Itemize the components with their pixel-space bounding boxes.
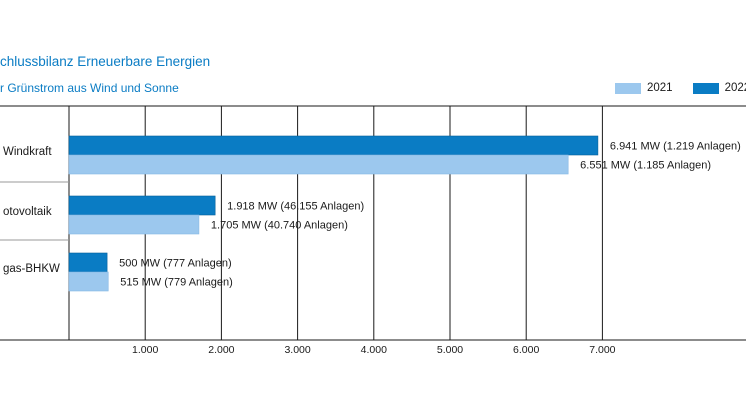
bar-2021-1 xyxy=(68,214,200,235)
data-label-2021-1: 1.705 MW (40.740 Anlagen) xyxy=(211,220,348,232)
legend-label-2022: 2022 xyxy=(724,82,746,94)
x-tick-label-2: 3.000 xyxy=(284,344,310,356)
x-tick-label-0: 1.000 xyxy=(132,344,158,356)
legend-item-2022: 2022 xyxy=(692,82,746,94)
data-label-2022-1: 1.918 MW (46.155 Anlagen) xyxy=(227,201,364,213)
data-label-2022-2: 500 MW (777 Anlagen) xyxy=(119,258,232,270)
legend: 2021 2022 xyxy=(615,82,746,94)
data-label-2021-0: 6.551 MW (1.185 Anlagen) xyxy=(580,160,711,172)
x-tick-label-5: 6.000 xyxy=(513,344,539,356)
bar-2022-2 xyxy=(68,252,108,273)
category-label-0: Windkraft xyxy=(3,146,52,158)
bar-2021-2 xyxy=(68,271,109,292)
chart-subtitle: r Grünstrom aus Wind und Sonne xyxy=(0,81,179,95)
x-tick-label-3: 4.000 xyxy=(361,344,387,356)
category-label-1: otovoltaik xyxy=(3,206,52,218)
x-tick-label-1: 2.000 xyxy=(208,344,234,356)
legend-item-2021: 2021 xyxy=(615,82,673,94)
data-label-2022-0: 6.941 MW (1.219 Anlagen) xyxy=(610,141,741,153)
category-label-2: gas-BHKW xyxy=(3,263,60,275)
bar-2021-0 xyxy=(68,154,569,175)
chart-title: chlussbilanz Erneuerbare Energien xyxy=(0,54,211,69)
x-tick-label-6: 7.000 xyxy=(589,344,615,356)
bar-2022-1 xyxy=(68,195,216,216)
bar-2022-0 xyxy=(68,135,599,156)
data-label-2021-2: 515 MW (779 Anlagen) xyxy=(120,277,233,289)
legend-swatch-2021 xyxy=(615,82,641,94)
legend-label-2021: 2021 xyxy=(647,82,673,94)
x-tick-label-4: 5.000 xyxy=(437,344,463,356)
legend-swatch-2022 xyxy=(692,82,719,94)
